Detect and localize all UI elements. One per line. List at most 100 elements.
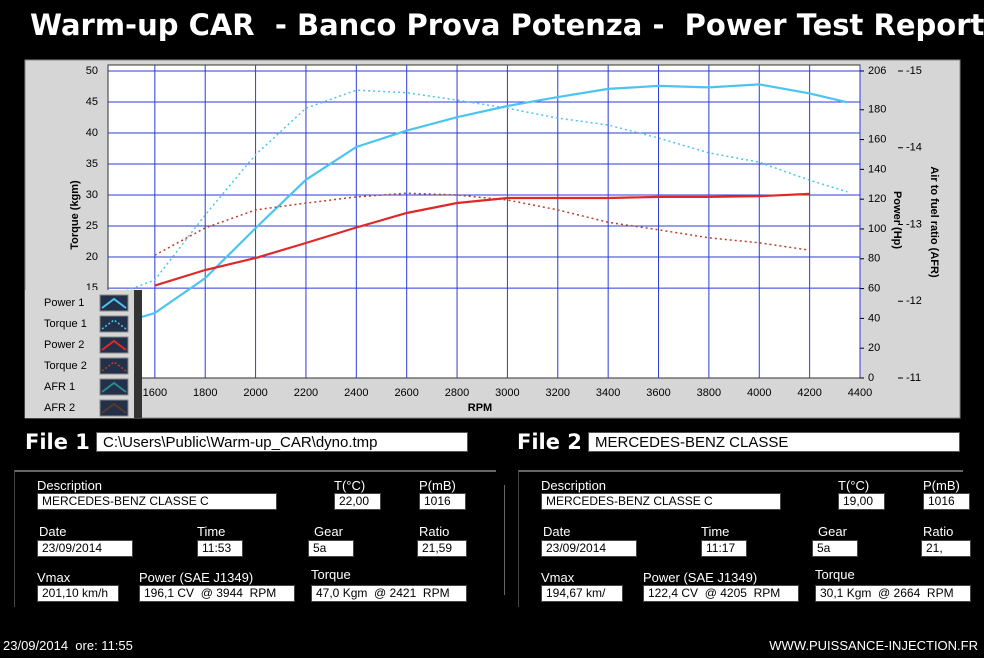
- y2-tick-label: 40: [868, 312, 880, 324]
- y3-tick-label: -12: [906, 295, 922, 307]
- field-value: 5a: [812, 540, 858, 557]
- y2-tick-label: 140: [868, 163, 886, 175]
- legend-label: Power 2: [44, 339, 84, 351]
- legend-swatch: [99, 378, 129, 396]
- legend-line: [101, 319, 127, 330]
- plot-area: [107, 64, 861, 379]
- y-tick-label: 20: [86, 251, 98, 263]
- field-label: Power (SAE J1349): [139, 570, 254, 585]
- y2-tick-label: 180: [868, 104, 886, 116]
- legend-line: [101, 361, 127, 372]
- file-label: File 2: [517, 430, 582, 454]
- x-tick-label: 4000: [747, 387, 771, 399]
- field-value: 201,10 km/h: [37, 585, 119, 602]
- x-tick-label: 3000: [495, 387, 519, 399]
- info-panel: Description MERCEDES-BENZ CLASSE C T(°C) 19…: [518, 470, 971, 607]
- field-label: Ratio: [419, 524, 450, 539]
- legend-label: AFR 1: [44, 381, 75, 393]
- field-value: MERCEDES-BENZ CLASSE C: [541, 493, 781, 510]
- x-tick-label: 3400: [596, 387, 620, 399]
- legend-swatch: [99, 315, 129, 333]
- field-label: Date: [39, 524, 67, 539]
- field-value: 47,0 Kgm @ 2421 RPM: [311, 585, 467, 602]
- field-value: 19,00: [838, 493, 885, 510]
- panel-divider: [504, 485, 505, 595]
- field-value: 23/09/2014: [541, 540, 637, 557]
- legend-swatch: [99, 336, 129, 354]
- y-tick-label: 45: [86, 96, 98, 108]
- legend-swatch: [99, 399, 129, 417]
- x-tick-label: 3800: [697, 387, 721, 399]
- report-title: Warm-up CAR - Banco Prova Potenza - Powe…: [30, 8, 984, 42]
- field-label: Date: [543, 524, 571, 539]
- field-value: 122,4 CV @ 4205 RPM: [643, 585, 799, 602]
- field-value: 30,1 Kgm @ 2664 RPM: [815, 585, 971, 602]
- x-tick-label: 1600: [143, 387, 167, 399]
- legend-label: Torque 1: [44, 318, 87, 330]
- field-value: 1016: [419, 493, 466, 510]
- x-axis-title: RPM: [468, 402, 492, 414]
- field-value: 11:53: [197, 540, 243, 557]
- file-label: File 1: [25, 430, 90, 454]
- y-tick-label: 40: [86, 127, 98, 139]
- y2-tick-label: 206: [868, 65, 886, 77]
- field-value: 21,59: [417, 540, 467, 557]
- y2-tick-label: 60: [868, 282, 880, 294]
- field-value: 11:17: [701, 540, 747, 557]
- field-label: Gear: [818, 524, 847, 539]
- legend-line: [101, 381, 127, 393]
- legend-label: AFR 2: [44, 402, 75, 414]
- field-label: Torque: [311, 567, 351, 582]
- x-tick-label: 2400: [344, 387, 368, 399]
- series-line: [154, 192, 810, 256]
- footer-website: WWW.PUISSANCE-INJECTION.FR: [769, 638, 978, 653]
- field-label: T(°C): [334, 478, 366, 493]
- x-tick-label: 3200: [546, 387, 570, 399]
- field-value: 21,: [921, 540, 971, 557]
- y-axis-title: Torque (kgm): [69, 180, 81, 250]
- field-label: Power (SAE J1349): [643, 570, 758, 585]
- x-tick-label: 4200: [797, 387, 821, 399]
- legend-swatch: [99, 294, 129, 312]
- series-line: [154, 192, 810, 287]
- chart: Torque (kgm) Power (Hp) Air to fuel rati…: [24, 59, 961, 419]
- series-line: [116, 89, 848, 296]
- legend-label: Power 1: [44, 297, 84, 309]
- legend-line: [101, 297, 127, 309]
- field-label: T(°C): [838, 478, 870, 493]
- x-tick-label: 1800: [193, 387, 217, 399]
- field-value: 23/09/2014: [37, 540, 133, 557]
- field-label: Time: [701, 524, 730, 539]
- y-tick-label: 25: [86, 220, 98, 232]
- y3-tick-label: -11: [906, 372, 921, 384]
- file-path: C:\Users\Public\Warm-up_CAR\dyno.tmp: [96, 432, 468, 452]
- field-value: 1016: [923, 493, 970, 510]
- y2-tick-label: 160: [868, 133, 886, 145]
- x-tick-label: 2000: [243, 387, 267, 399]
- x-tick-label: 2600: [394, 387, 418, 399]
- field-label: Gear: [314, 524, 343, 539]
- footer-timestamp: 23/09/2014 ore: 11:55: [3, 638, 133, 653]
- y3-axis-title: Air to fuel ratio (AFR): [928, 166, 940, 278]
- legend-line: [101, 339, 127, 351]
- info-panel: Description MERCEDES-BENZ CLASSE C T(°C) 22…: [14, 470, 496, 607]
- field-label: Description: [37, 478, 103, 493]
- y2-tick-label: 100: [868, 223, 886, 235]
- y2-tick-label: 20: [868, 342, 880, 354]
- field-value: MERCEDES-BENZ CLASSE C: [37, 493, 277, 510]
- legend-label: Torque 2: [44, 360, 87, 372]
- field-label: Description: [541, 478, 607, 493]
- legend-edge: [134, 290, 142, 418]
- x-tick-label: 3600: [646, 387, 670, 399]
- field-label: Vmax: [541, 570, 575, 585]
- x-tick-label: 4400: [848, 387, 872, 399]
- y3-tick-label: -14: [906, 142, 922, 154]
- field-value: 194,67 km/: [541, 585, 623, 602]
- field-label: P(mB): [419, 478, 456, 493]
- series-line: [116, 83, 848, 326]
- legend-swatch: [99, 357, 129, 375]
- field-label: Time: [197, 524, 226, 539]
- file-path: MERCEDES-BENZ CLASSE: [588, 432, 960, 452]
- y3-tick-label: -13: [906, 218, 922, 230]
